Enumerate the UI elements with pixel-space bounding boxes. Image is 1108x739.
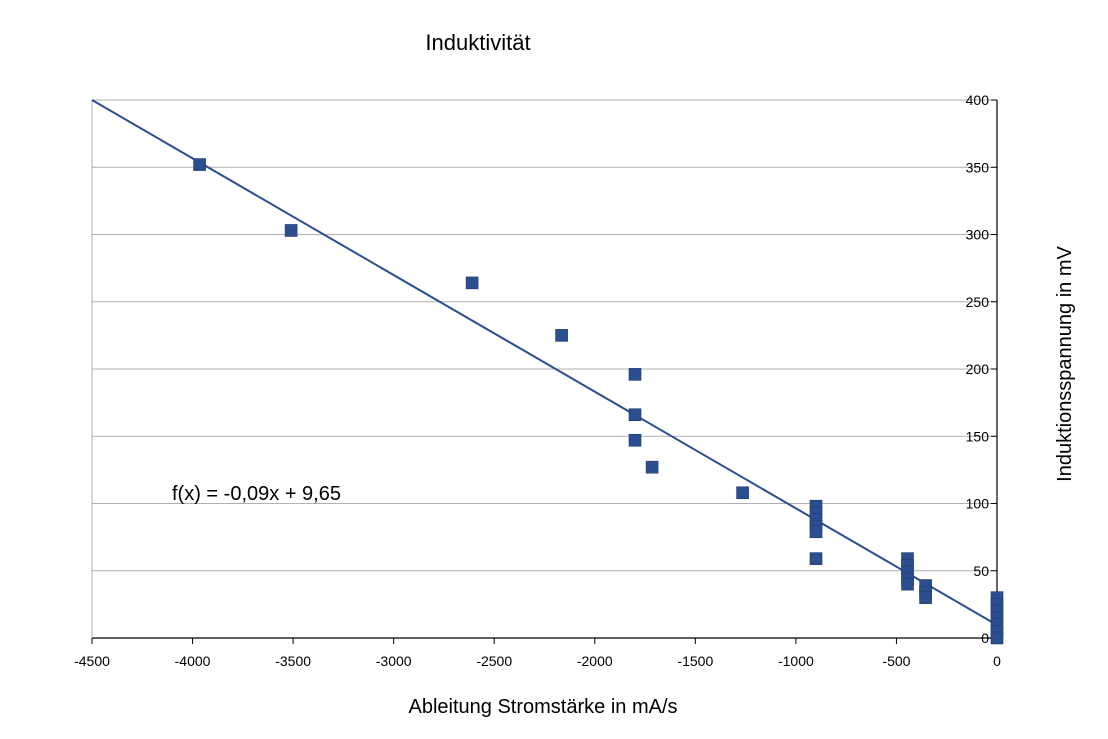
trendline-equation: f(x) = -0,09x + 9,65: [172, 483, 341, 505]
y-tick-label: 400: [966, 92, 990, 108]
data-point: [809, 552, 823, 565]
data-point: [736, 486, 749, 500]
data-points: [193, 158, 1004, 645]
data-point: [628, 433, 642, 447]
x-tick-label: -1000: [778, 653, 814, 669]
x-tick-label: -3000: [376, 653, 412, 669]
grid-lines: [92, 99, 997, 572]
trendline-group: [91, 99, 998, 626]
x-axis-title: Ableitung Stromstärke in mA/s: [409, 696, 678, 718]
y-axis-title: Induktionsspannung in mV: [1054, 245, 1076, 481]
x-tick-label: -1500: [677, 653, 713, 669]
axes: [91, 99, 998, 644]
data-point: [628, 408, 642, 422]
chart-title: Induktivität: [425, 30, 530, 55]
x-tick-label: 0: [993, 653, 1001, 669]
x-tick-label: -3500: [275, 653, 311, 669]
x-tick-label: -4500: [74, 653, 110, 669]
data-point: [193, 158, 206, 171]
y-tick-label: 100: [966, 496, 990, 512]
y-tick-label: 150: [966, 428, 990, 444]
x-tick-label: -500: [882, 653, 910, 669]
y-tick-label: 250: [966, 294, 990, 310]
y-tick-label: 350: [966, 159, 990, 175]
data-point: [990, 631, 1004, 645]
y-tick-label: 200: [966, 361, 990, 377]
data-point: [809, 525, 823, 539]
data-point: [901, 577, 914, 591]
data-point: [645, 460, 659, 474]
y-tick-label: 300: [966, 227, 990, 243]
x-tick-label: -2000: [577, 653, 613, 669]
data-point: [555, 329, 568, 342]
x-tick-label: -2500: [476, 653, 512, 669]
trendline: [91, 99, 998, 626]
data-point: [465, 276, 479, 290]
y-tick-label: 0: [981, 630, 989, 646]
tick-labels: -4500 -4000 -3500 -3000 -2500 -2000 -1500 -1000…: [74, 92, 1001, 669]
data-point: [919, 591, 932, 604]
x-tick-label: -4000: [175, 653, 211, 669]
y-tick-label: 50: [973, 563, 989, 579]
data-point: [284, 224, 298, 237]
data-point: [628, 368, 642, 381]
